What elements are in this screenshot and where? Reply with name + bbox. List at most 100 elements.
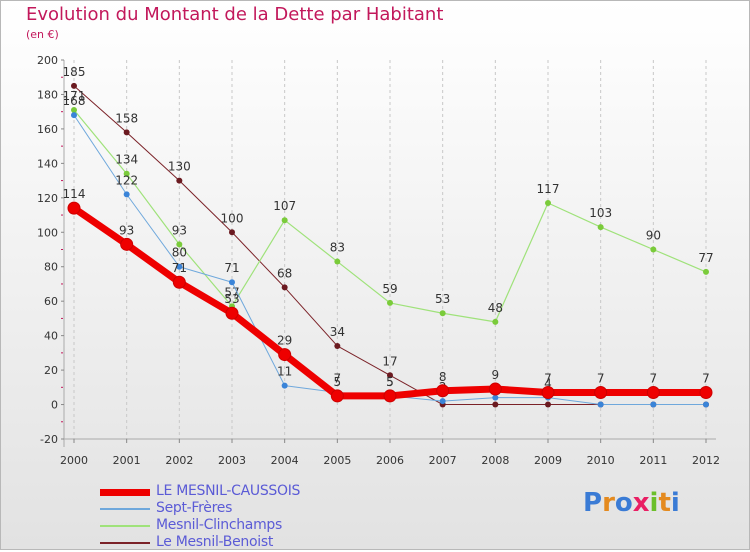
chart-title: Evolution du Montant de la Dette par Hab… (26, 4, 444, 25)
data-label-le-mesnil-benoist: 130 (168, 160, 191, 174)
data-label-sept-fr-res: 7 (334, 371, 342, 385)
data-point-sept-fr-res (703, 401, 709, 408)
data-label-le-mesnil-caussois: 71 (172, 261, 187, 275)
x-tick-label: 2006 (376, 454, 404, 467)
x-tick-label: 2000 (60, 454, 88, 467)
x-tick-label: 2004 (271, 454, 299, 467)
data-point-le-mesnil-caussois (541, 385, 555, 399)
data-point-sept-fr-res (176, 263, 183, 270)
data-label-le-mesnil-caussois: 7 (544, 371, 552, 385)
y-tick-label: 60 (44, 295, 58, 308)
data-point-mesnil-clinchamps (703, 268, 709, 275)
data-label-le-mesnil-benoist: 34 (330, 325, 345, 339)
data-point-le-mesnil-caussois (646, 385, 660, 399)
data-label-le-mesnil-caussois: 9 (492, 368, 500, 382)
data-point-sept-fr-res (650, 401, 657, 408)
data-label-mesnil-clinchamps: 117 (537, 182, 560, 196)
data-label-le-mesnil-caussois: 7 (702, 371, 710, 385)
data-point-le-mesnil-caussois (278, 348, 292, 362)
data-label-le-mesnil-benoist: 17 (382, 354, 397, 368)
data-label-sept-fr-res: 80 (172, 246, 187, 260)
data-point-mesnil-clinchamps (123, 170, 130, 177)
data-label-mesnil-clinchamps: 48 (488, 301, 503, 315)
data-point-le-mesnil-caussois (594, 385, 608, 399)
data-point-le-mesnil-caussois (383, 389, 397, 403)
data-label-le-mesnil-caussois: 7 (597, 371, 605, 385)
data-label-le-mesnil-caussois: 5 (386, 375, 394, 389)
data-label-sept-fr-res: 4 (544, 377, 552, 391)
y-tick-label: 40 (44, 330, 58, 343)
data-label-le-mesnil-benoist: 100 (221, 211, 244, 225)
data-point-sept-fr-res (123, 191, 130, 198)
y-tick-label: 160 (37, 123, 58, 136)
data-label-le-mesnil-benoist: 185 (63, 65, 86, 79)
data-label-mesnil-clinchamps: 77 (698, 251, 713, 265)
x-tick-label: 2010 (587, 454, 615, 467)
data-point-mesnil-clinchamps (492, 318, 499, 325)
data-point-mesnil-clinchamps (439, 310, 446, 317)
data-point-le-mesnil-benoist (334, 342, 341, 349)
data-label-le-mesnil-caussois: 53 (224, 292, 239, 306)
data-label-mesnil-clinchamps: 53 (435, 292, 450, 306)
legend-swatch-le-mesnil-caussois (100, 488, 150, 496)
data-point-mesnil-clinchamps (545, 199, 551, 206)
data-point-mesnil-clinchamps (597, 224, 604, 231)
data-point-mesnil-clinchamps (176, 241, 183, 248)
y-tick-label: 180 (37, 88, 58, 101)
data-point-mesnil-clinchamps (71, 106, 77, 113)
data-label-mesnil-clinchamps: 90 (646, 229, 661, 243)
data-label-le-mesnil-caussois: 8 (439, 370, 447, 384)
data-label-le-mesnil-caussois: 5 (334, 375, 342, 389)
brand-logo: Proxiti (583, 488, 680, 518)
data-label-sept-fr-res: 168 (63, 94, 86, 108)
data-point-sept-fr-res (439, 398, 446, 405)
legend-label-le-mesnil-caussois: LE MESNIL-CAUSSOIS (156, 483, 301, 499)
x-tick-label: 2011 (639, 454, 667, 467)
x-tick-label: 2002 (165, 454, 193, 467)
data-label-sept-fr-res: 122 (115, 173, 138, 187)
data-point-le-mesnil-benoist (229, 229, 235, 236)
data-point-le-mesnil-benoist (71, 82, 77, 89)
data-point-mesnil-clinchamps (387, 299, 393, 306)
data-label-le-mesnil-caussois: 7 (650, 371, 658, 385)
data-label-mesnil-clinchamps: 83 (330, 241, 345, 255)
data-point-mesnil-clinchamps (650, 246, 657, 253)
data-point-le-mesnil-caussois (120, 237, 134, 251)
data-point-mesnil-clinchamps (281, 217, 288, 224)
data-label-mesnil-clinchamps: 134 (115, 153, 138, 167)
data-label-sept-fr-res: 71 (224, 261, 239, 275)
data-point-mesnil-clinchamps (334, 258, 341, 265)
data-point-sept-fr-res (281, 382, 288, 389)
x-tick-label: 2007 (429, 454, 457, 467)
x-tick-label: 2001 (113, 454, 141, 467)
y-tick-label: 80 (44, 261, 58, 274)
data-point-sept-fr-res (492, 394, 499, 401)
data-label-sept-fr-res: 5 (386, 375, 394, 389)
data-label-le-mesnil-benoist: 68 (277, 266, 292, 280)
data-label-mesnil-clinchamps: 93 (172, 223, 187, 237)
data-point-sept-fr-res (229, 279, 235, 286)
data-point-le-mesnil-benoist (123, 129, 130, 136)
x-tick-label: 2009 (534, 454, 562, 467)
data-point-le-mesnil-caussois (67, 201, 81, 215)
y-tick-label: 120 (37, 192, 58, 205)
data-point-le-mesnil-benoist (545, 401, 551, 408)
data-label-le-mesnil-caussois: 114 (63, 187, 86, 201)
chart-unit-label: (en €) (26, 28, 59, 41)
y-tick-label: -20 (40, 433, 58, 446)
y-tick-label: 100 (37, 226, 58, 239)
x-tick-label: 2005 (323, 454, 351, 467)
y-tick-label: 140 (37, 157, 58, 170)
data-point-le-mesnil-benoist (387, 372, 393, 379)
data-label-le-mesnil-caussois: 93 (119, 223, 134, 237)
data-point-le-mesnil-caussois (225, 306, 239, 320)
data-point-sept-fr-res (597, 401, 604, 408)
data-point-sept-fr-res (71, 112, 77, 119)
data-point-le-mesnil-benoist (281, 284, 288, 291)
legend-swatch-sept-fr-res (100, 508, 150, 510)
y-tick-label: 0 (51, 399, 58, 412)
x-tick-label: 2012 (692, 454, 720, 467)
x-tick-label: 2003 (218, 454, 246, 467)
